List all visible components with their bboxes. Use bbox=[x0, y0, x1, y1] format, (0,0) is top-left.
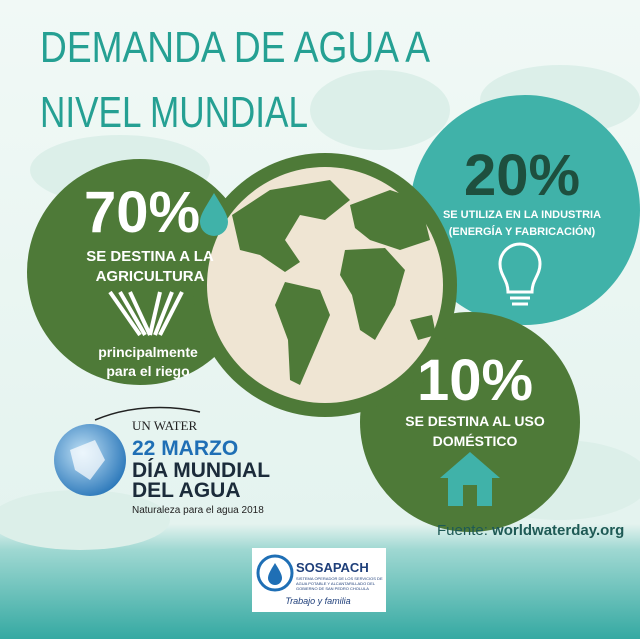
domestic-label: SE DESTINA AL USO bbox=[405, 413, 545, 429]
agriculture-note: para el riego bbox=[106, 363, 189, 379]
industry-percent: 20% bbox=[464, 143, 580, 208]
sponsor-desc: GOBIERNO DE SAN PEDRO CHOLULA bbox=[296, 586, 369, 591]
sponsor-motto: Trabajo y familia bbox=[285, 596, 350, 606]
field-icon bbox=[108, 290, 184, 337]
event-name: DÍA MUNDIAL bbox=[132, 459, 270, 482]
bulb-icon bbox=[498, 242, 542, 306]
sponsor-desc: SISTEMA OPERADOR DE LOS SERVICIOS DE bbox=[296, 576, 383, 581]
globe bbox=[193, 153, 457, 417]
house-icon bbox=[440, 452, 500, 506]
event-date: 22 MARZO bbox=[132, 437, 238, 460]
source-url: worldwaterday.org bbox=[491, 522, 624, 539]
domestic-label: DOMÉSTICO bbox=[433, 433, 518, 449]
title-line: DEMANDA DE AGUA A bbox=[40, 23, 431, 72]
agriculture-circle bbox=[27, 159, 253, 385]
event-name: DEL AGUA bbox=[132, 479, 241, 502]
un-water-logo bbox=[54, 406, 201, 496]
sponsor-logo: SOSAPACH SISTEMA OPERADOR DE LOS SERVICI… bbox=[252, 548, 386, 612]
industry-circle bbox=[410, 95, 640, 325]
event-theme: Naturaleza para el agua 2018 bbox=[132, 505, 264, 516]
agriculture-label: SE DESTINA A LA bbox=[86, 248, 214, 265]
title-line: NIVEL MUNDIAL bbox=[40, 88, 308, 137]
agriculture-label: AGRICULTURA bbox=[96, 268, 205, 285]
source: Fuente: worldwaterday.org bbox=[437, 522, 624, 539]
sponsor-desc: AGUA POTABLE Y ALCANTARILLADO DEL bbox=[296, 581, 376, 586]
domestic-percent: 10% bbox=[417, 348, 533, 413]
sponsor-name: SOSAPACH bbox=[296, 560, 369, 575]
source-label: Fuente: bbox=[437, 522, 488, 539]
event-org: UN WATER bbox=[132, 418, 197, 433]
water-drop-icon bbox=[200, 193, 228, 236]
agriculture-note: principalmente bbox=[98, 344, 198, 360]
agriculture-percent: 70% bbox=[84, 180, 200, 245]
industry-label: (ENERGÍA Y FABRICACIÓN) bbox=[449, 225, 596, 238]
industry-label: SE UTILIZA EN LA INDUSTRIA bbox=[443, 209, 601, 221]
